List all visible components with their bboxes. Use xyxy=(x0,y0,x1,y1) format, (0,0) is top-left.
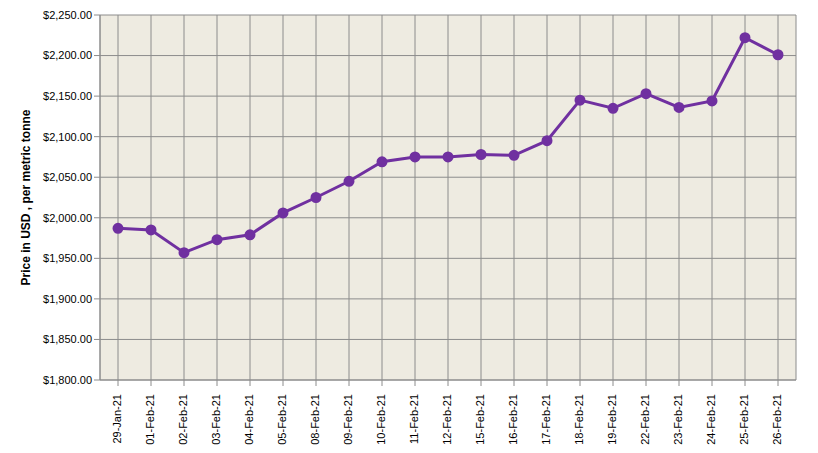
svg-text:$1,950.00: $1,950.00 xyxy=(43,252,92,264)
svg-text:26-Feb-21: 26-Feb-21 xyxy=(771,394,783,445)
svg-text:12-Feb-21: 12-Feb-21 xyxy=(441,394,453,445)
svg-text:24-Feb-21: 24-Feb-21 xyxy=(705,394,717,445)
svg-text:02-Feb-21: 02-Feb-21 xyxy=(177,394,189,445)
svg-text:17-Feb-21: 17-Feb-21 xyxy=(540,394,552,445)
svg-text:$2,250.00: $2,250.00 xyxy=(43,9,92,21)
svg-text:$2,100.00: $2,100.00 xyxy=(43,131,92,143)
svg-text:11-Feb-21: 11-Feb-21 xyxy=(408,394,420,444)
svg-text:19-Feb-21: 19-Feb-21 xyxy=(606,394,618,445)
svg-text:$2,150.00: $2,150.00 xyxy=(43,90,92,102)
svg-text:04-Feb-21: 04-Feb-21 xyxy=(243,394,255,445)
svg-text:03-Feb-21: 03-Feb-21 xyxy=(210,394,222,445)
svg-text:16-Feb-21: 16-Feb-21 xyxy=(507,394,519,445)
svg-text:05-Feb-21: 05-Feb-21 xyxy=(276,394,288,445)
svg-text:22-Feb-21: 22-Feb-21 xyxy=(639,394,651,445)
svg-text:15-Feb-21: 15-Feb-21 xyxy=(474,394,486,445)
svg-text:18-Feb-21: 18-Feb-21 xyxy=(573,394,585,445)
svg-text:29-Jan-21: 29-Jan-21 xyxy=(111,394,123,444)
svg-text:23-Feb-21: 23-Feb-21 xyxy=(672,394,684,445)
svg-text:$2,050.00: $2,050.00 xyxy=(43,171,92,183)
svg-text:08-Feb-21: 08-Feb-21 xyxy=(309,394,321,445)
svg-text:10-Feb-21: 10-Feb-21 xyxy=(375,394,387,445)
svg-text:$1,850.00: $1,850.00 xyxy=(43,333,92,345)
svg-text:$1,900.00: $1,900.00 xyxy=(43,293,92,305)
svg-text:09-Feb-21: 09-Feb-21 xyxy=(342,394,354,445)
svg-text:Price in USD , per metric tonn: Price in USD , per metric tonne xyxy=(19,109,33,285)
svg-text:$2,000.00: $2,000.00 xyxy=(43,212,92,224)
svg-text:$1,800.00: $1,800.00 xyxy=(43,374,92,386)
svg-text:25-Feb-21: 25-Feb-21 xyxy=(738,394,750,445)
svg-text:$2,200.00: $2,200.00 xyxy=(43,49,92,61)
svg-text:01-Feb-21: 01-Feb-21 xyxy=(144,394,156,445)
